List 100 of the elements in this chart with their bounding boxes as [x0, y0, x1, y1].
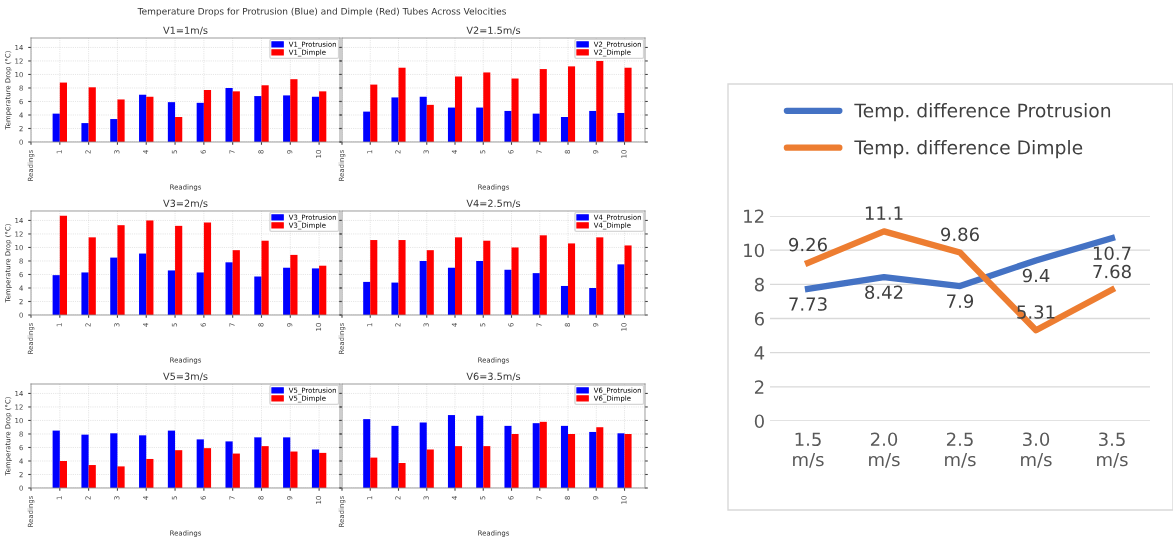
bar: [532, 113, 540, 142]
bar: [617, 112, 625, 142]
bar: [391, 282, 399, 315]
legend-label: Temp. difference Dimple: [854, 139, 1083, 159]
data-label: 7.68: [1093, 264, 1131, 279]
bar: [139, 94, 147, 142]
legend-label: Temp. difference Protrusion: [854, 103, 1111, 122]
bar: [504, 425, 512, 488]
bar: [476, 107, 484, 142]
bar: [139, 435, 147, 488]
data-label: 10.7: [1093, 246, 1131, 261]
y-tick-label: 10: [744, 243, 764, 258]
bar: [532, 423, 540, 488]
bar: [81, 123, 89, 142]
bar: [447, 107, 456, 142]
bar: [146, 220, 154, 315]
bar: [483, 446, 491, 488]
bar: [504, 269, 512, 315]
bar: [511, 247, 519, 315]
data-label: 11.1: [865, 206, 903, 220]
x-tick-label: 3.0 m/s: [1021, 432, 1052, 468]
bar: [196, 102, 204, 142]
bar: [568, 243, 576, 315]
data-label: 9.86: [941, 227, 979, 242]
bar: [203, 90, 212, 142]
chart-title: V4=2.5m/s: [466, 199, 521, 208]
bar: [283, 95, 291, 142]
x-tick-label: 2.5 m/s: [945, 432, 976, 468]
chart-title: V6=3.5m/s: [466, 372, 521, 381]
bar: [225, 262, 233, 315]
bar: [568, 66, 576, 142]
y-tick-label: 2: [754, 380, 764, 394]
bar: [504, 110, 512, 142]
bar: [261, 240, 269, 315]
data-label: 9.4: [1022, 268, 1050, 283]
bar: [391, 97, 399, 142]
bar: [511, 78, 519, 142]
bar: [254, 96, 262, 142]
bar: [539, 69, 547, 142]
bar: [290, 254, 298, 315]
bar: [476, 260, 484, 315]
bar: [419, 96, 427, 142]
bar: [370, 240, 378, 315]
bar: [560, 285, 569, 315]
data-label: 7.73: [789, 297, 827, 311]
bar: [203, 448, 212, 488]
bar: [539, 421, 547, 488]
bar: [52, 430, 60, 488]
bar: [290, 79, 298, 142]
chart-title: V5=3m/s: [163, 372, 208, 381]
bar: [447, 415, 456, 488]
bar: [88, 87, 96, 142]
chart-title: V1=1m/s: [163, 26, 208, 35]
bar: [59, 82, 68, 142]
bar: [319, 452, 327, 488]
bar: [196, 272, 204, 315]
bar: [196, 439, 204, 488]
bar: [363, 419, 371, 488]
bar: [455, 237, 463, 315]
bar: [88, 465, 96, 488]
bar: [398, 463, 406, 488]
data-label: 8.42: [865, 285, 903, 300]
bar: [232, 453, 240, 488]
chart-title: V3=2m/s: [163, 199, 208, 208]
bar: [426, 449, 434, 488]
bar: [363, 281, 371, 315]
y-tick-label: 12: [744, 209, 764, 223]
data-label: 7.9: [947, 294, 974, 308]
bar: [167, 430, 176, 488]
bar: [59, 460, 68, 488]
bar: [81, 272, 89, 315]
x-tick-label: 3.5 m/s: [1097, 432, 1128, 468]
bar: [589, 431, 597, 488]
bar: [117, 225, 125, 315]
bar: [52, 113, 60, 142]
bar: [52, 275, 60, 315]
bar: [363, 111, 371, 142]
bar: [624, 67, 632, 142]
bar: [311, 268, 320, 315]
bar: [483, 240, 491, 315]
bar: [311, 96, 320, 142]
bar: [254, 276, 262, 315]
bar: [560, 425, 569, 488]
bar: [624, 245, 632, 315]
bar: [261, 85, 269, 142]
bar: [81, 434, 89, 488]
bar: [596, 60, 604, 142]
bar: [167, 102, 176, 142]
bar: [225, 441, 233, 488]
bar: [560, 117, 569, 142]
bar: [225, 87, 233, 142]
y-tick-label: 0: [754, 414, 764, 429]
bar: [110, 119, 118, 142]
bar: [419, 422, 427, 488]
bar: [254, 437, 262, 488]
bar: [311, 449, 320, 488]
bar: [476, 415, 484, 488]
bar: [117, 99, 125, 142]
bar: [589, 287, 597, 315]
x-tick-label: 1.5 m/s: [793, 432, 824, 468]
